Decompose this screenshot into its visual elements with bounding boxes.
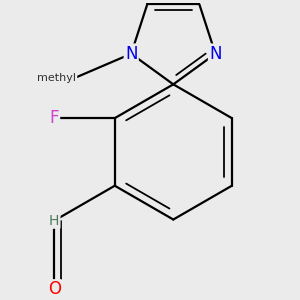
Text: F: F — [50, 109, 59, 127]
Text: N: N — [209, 45, 222, 63]
Text: O: O — [48, 280, 61, 298]
Text: H: H — [49, 214, 59, 228]
Text: methyl: methyl — [38, 73, 76, 82]
Text: N: N — [125, 45, 137, 63]
